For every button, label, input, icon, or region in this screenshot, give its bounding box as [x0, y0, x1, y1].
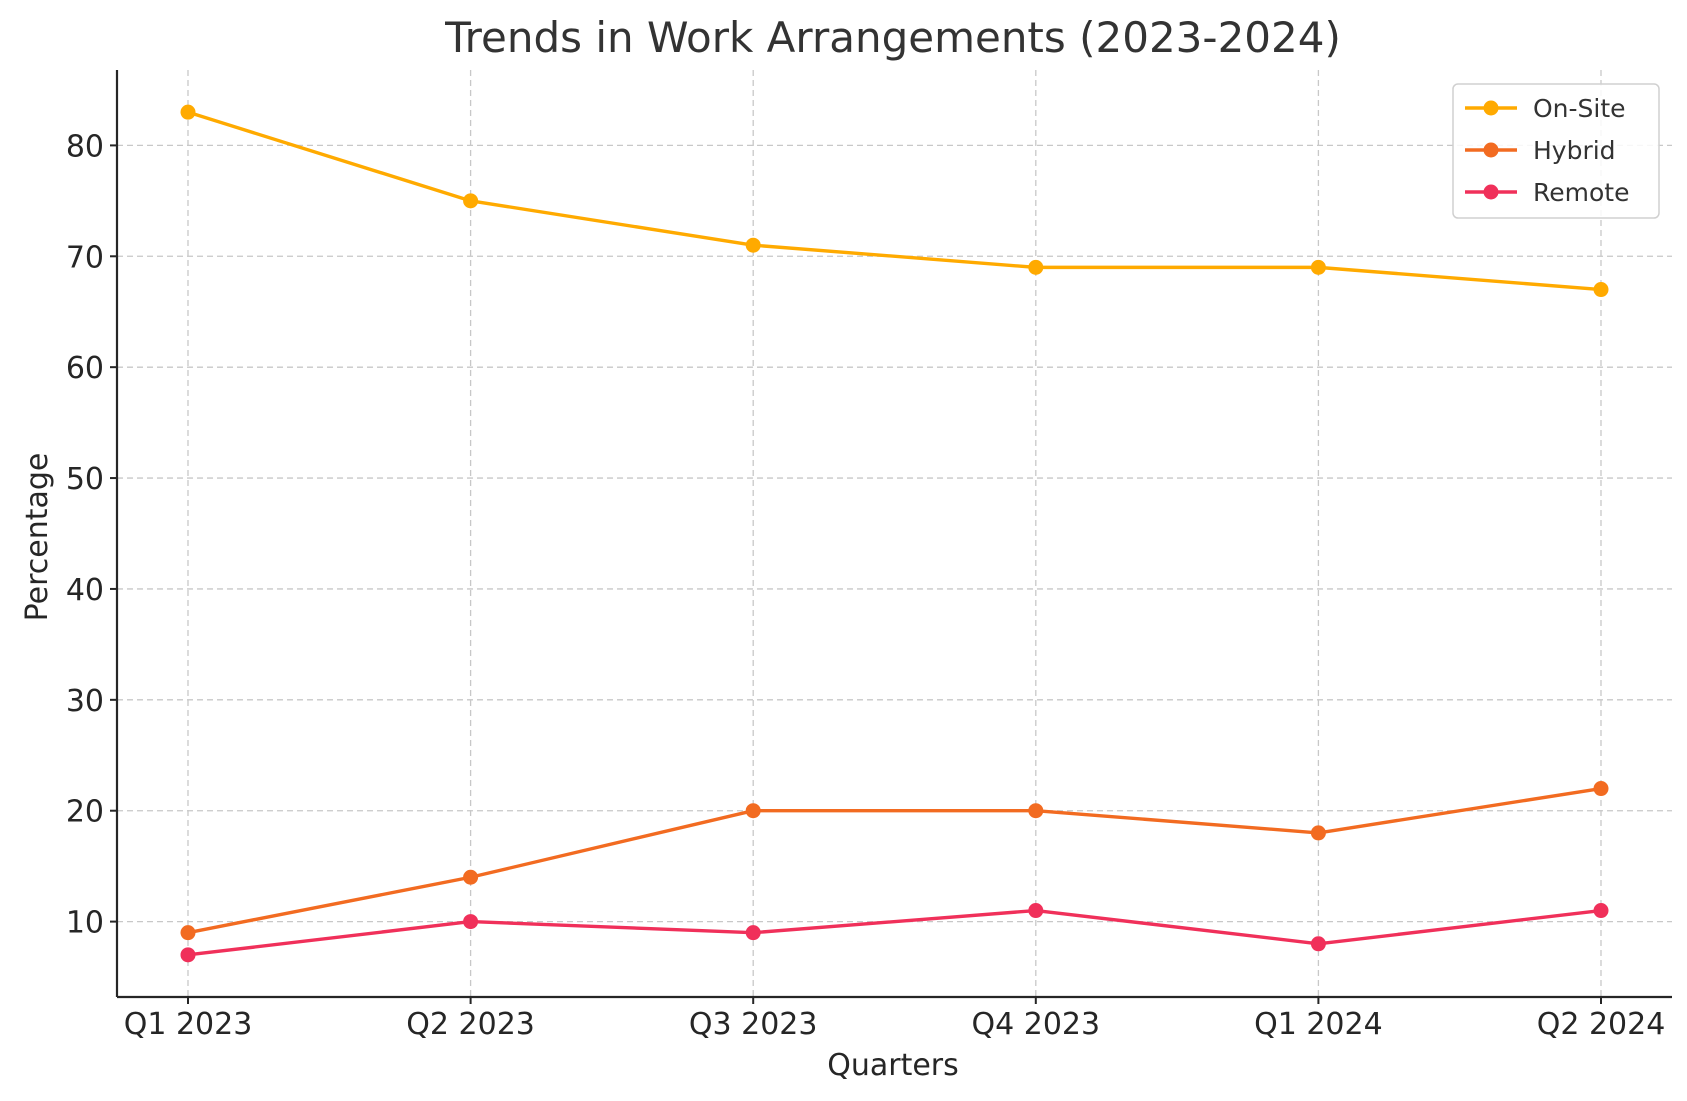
series-remote — [180, 903, 1609, 963]
y-tick-label: 30 — [66, 684, 104, 719]
y-tick-label: 10 — [66, 906, 104, 941]
y-tick-label: 70 — [66, 240, 104, 275]
x-tick-label: Q2 2024 — [1537, 1007, 1666, 1042]
x-tick-label: Q1 2024 — [1254, 1007, 1383, 1042]
y-tick-label: 40 — [66, 573, 104, 608]
y-tick-label: 80 — [66, 129, 104, 164]
series-line-hybrid — [187, 786, 1602, 935]
data-point-hybrid — [180, 925, 196, 941]
data-point-hybrid — [1310, 825, 1326, 841]
legend-label: Remote — [1533, 178, 1629, 207]
data-point-hybrid — [463, 869, 479, 885]
legend-item: On-Site — [1465, 94, 1626, 123]
data-point-on-site — [1028, 259, 1044, 275]
y-tick-label: 50 — [66, 462, 104, 497]
data-point-remote — [1028, 903, 1044, 919]
data-point-remote — [180, 947, 196, 963]
series-lines — [180, 104, 1609, 963]
data-point-on-site — [180, 104, 196, 120]
grid-lines — [117, 70, 1672, 997]
tick-labels: Q1 2023 Q2 2023 Q3 2023 Q4 2023 Q1 2024 Q2 20… — [66, 129, 1665, 1042]
data-point-on-site — [745, 237, 761, 253]
data-point-hybrid — [1593, 781, 1609, 797]
data-point-remote — [463, 914, 479, 930]
series-line-on-site — [187, 110, 1602, 292]
legend-item: Hybrid — [1465, 136, 1616, 165]
x-tick-label: Q2 2023 — [406, 1007, 535, 1042]
data-point-on-site — [463, 193, 479, 209]
y-axis-label: Percentage — [20, 453, 55, 622]
y-tick-label: 60 — [66, 351, 104, 386]
legend-label: On-Site — [1533, 94, 1626, 123]
data-point-on-site — [1310, 259, 1326, 275]
legend: On-Site Hybrid Remote — [1452, 83, 1660, 219]
data-point-remote — [1593, 903, 1609, 919]
series-hybrid — [180, 781, 1609, 941]
x-tick-label: Q1 2023 — [124, 1007, 253, 1042]
chart-title: Trends in Work Arrangements (2023-2024) — [444, 13, 1341, 62]
legend-label: Hybrid — [1533, 136, 1616, 165]
legend-swatch-marker — [1483, 142, 1499, 158]
data-point-hybrid — [745, 803, 761, 819]
series-line-remote — [187, 908, 1602, 957]
y-tick-label: 20 — [66, 795, 104, 830]
x-tick-label: Q4 2023 — [972, 1007, 1101, 1042]
data-point-hybrid — [1028, 803, 1044, 819]
legend-swatch-marker — [1483, 184, 1499, 200]
x-tick-label: Q3 2023 — [689, 1007, 818, 1042]
series-on-site — [180, 104, 1609, 298]
legend-item: Remote — [1465, 178, 1629, 207]
data-point-remote — [745, 925, 761, 941]
data-point-on-site — [1593, 282, 1609, 298]
axes — [115, 70, 1672, 999]
legend-swatch-marker — [1483, 100, 1499, 116]
legend-frame — [1452, 83, 1660, 219]
data-point-remote — [1310, 936, 1326, 952]
x-axis-label: Quarters — [827, 1048, 959, 1083]
